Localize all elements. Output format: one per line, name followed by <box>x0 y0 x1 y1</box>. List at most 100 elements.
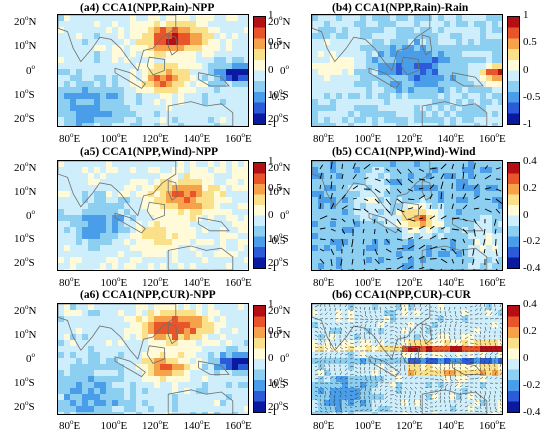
current-vector <box>334 311 338 316</box>
current-vector <box>334 338 336 342</box>
degree-symbol: o <box>31 62 36 71</box>
current-vector <box>488 304 491 308</box>
current-vector <box>379 321 384 324</box>
hemisphere: E <box>162 133 169 145</box>
current-vector <box>499 394 502 398</box>
panel-a4-colorbar <box>253 16 266 125</box>
lat-value: 10 <box>14 377 25 389</box>
current-vector <box>384 310 388 314</box>
wind-vector <box>363 258 366 265</box>
current-vector <box>408 394 411 399</box>
wind-vector <box>418 244 426 250</box>
wind-vector <box>418 225 425 230</box>
current-vector <box>494 386 498 390</box>
current-vector <box>424 402 429 406</box>
current-vector <box>419 322 423 325</box>
coastline <box>167 323 179 345</box>
current-vector <box>404 346 408 350</box>
current-vector <box>434 310 438 314</box>
panel-b4-colorbar-tick: -1 <box>523 118 533 130</box>
current-vector <box>354 392 359 396</box>
current-vector <box>424 346 429 349</box>
current-vector <box>449 399 451 404</box>
current-vector <box>364 344 368 348</box>
current-vector <box>359 328 362 332</box>
current-vector <box>484 372 486 376</box>
current-vector <box>499 402 502 406</box>
current-vector <box>499 342 502 346</box>
current-vector <box>379 400 381 404</box>
current-vector <box>359 366 362 371</box>
wind-vector <box>473 207 480 210</box>
coastline <box>400 56 419 76</box>
current-vector <box>459 358 462 362</box>
hemisphere: E <box>203 420 211 432</box>
hemisphere: S <box>282 88 289 101</box>
wind-vector <box>473 195 480 200</box>
current-vector <box>459 306 461 310</box>
hemisphere: S <box>282 113 289 125</box>
panel-a4-colorbar-tick: 1 <box>268 9 274 21</box>
wind-vector <box>396 248 404 250</box>
current-vector <box>439 399 442 404</box>
current-vector <box>329 410 333 413</box>
current-vector <box>369 344 372 348</box>
current-vector <box>404 308 406 312</box>
current-vector <box>454 403 457 408</box>
coastline <box>146 56 165 76</box>
current-vector <box>459 374 462 377</box>
hemisphere: E <box>499 277 506 289</box>
current-vector <box>464 341 468 344</box>
current-vector <box>474 386 477 389</box>
current-vector <box>464 354 468 356</box>
current-vector <box>499 346 502 349</box>
panel-b5-lat-label: 0o <box>280 208 289 222</box>
current-vector <box>434 401 437 404</box>
degree-symbol: o <box>25 14 29 22</box>
wind-vector <box>374 208 379 213</box>
current-vector <box>424 373 429 376</box>
coastline <box>114 212 146 234</box>
coastline <box>400 201 419 221</box>
degree-symbol: o <box>200 275 204 283</box>
current-vector <box>319 342 322 346</box>
current-vector <box>379 404 383 408</box>
panel-a6-lat-label: 20oS <box>14 399 35 413</box>
current-vector <box>424 308 429 312</box>
wind-vector <box>341 228 346 235</box>
current-vector <box>439 345 443 348</box>
lon-value: 160 <box>225 133 242 145</box>
hemisphere: E <box>499 420 506 432</box>
current-vector <box>314 398 318 401</box>
current-vector <box>449 345 452 348</box>
current-vector <box>434 332 438 336</box>
wind-vector <box>363 163 371 170</box>
hemisphere: E <box>245 277 252 289</box>
current-vector <box>354 405 358 408</box>
wind-vector <box>418 194 426 200</box>
current-vector <box>454 310 456 315</box>
current-vector <box>479 307 482 312</box>
current-vector <box>479 390 482 394</box>
current-vector <box>424 394 428 397</box>
current-vector <box>334 352 338 356</box>
wind-vector <box>396 264 405 270</box>
wind-vector <box>407 245 415 250</box>
current-vector <box>413 398 416 403</box>
current-vector <box>344 304 348 308</box>
current-vector <box>408 334 411 338</box>
lat-value: 10 <box>268 377 279 389</box>
lat-value: 10 <box>268 233 279 246</box>
panel-a6-field <box>58 304 248 414</box>
current-vector <box>434 306 437 309</box>
current-vector <box>419 312 424 316</box>
current-vector <box>499 322 502 325</box>
current-vector <box>484 338 486 342</box>
current-vector <box>329 346 333 350</box>
current-vector <box>368 391 371 396</box>
panel-b6-lat-label: 20oS <box>268 399 289 413</box>
current-vector <box>448 362 451 367</box>
wind-vector <box>385 198 392 206</box>
current-vector <box>459 366 461 370</box>
hemisphere: E <box>162 420 169 432</box>
